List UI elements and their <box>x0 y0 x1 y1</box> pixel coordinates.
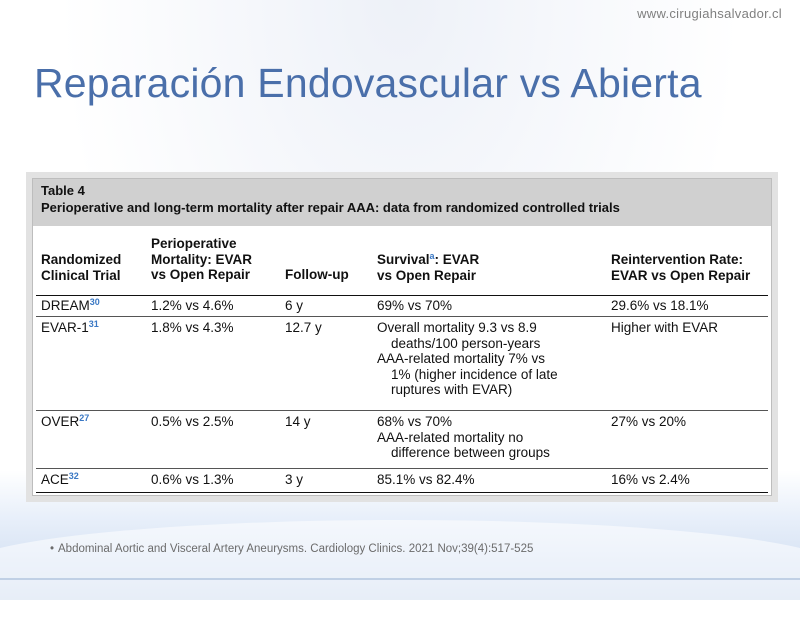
trial-name: ACE <box>41 472 69 487</box>
website-url: www.cirugiahsalvador.cl <box>637 6 782 21</box>
trial-name: EVAR-1 <box>41 320 89 335</box>
header-mortality: Perioperative Mortality: EVAR vs Open Re… <box>151 236 252 283</box>
survival-line: AAA-related mortality 7% vs <box>377 351 546 366</box>
header-survival-text-post: : EVAR <box>434 252 480 267</box>
survival-line: 1% (higher incidence of late <box>391 366 558 382</box>
cell-trial: OVER27 <box>41 414 89 430</box>
header-reintervention-line2: EVAR vs Open Repair <box>611 267 751 283</box>
survival-line: AAA-related mortality no <box>377 429 524 445</box>
slide-footer-wave <box>0 520 800 640</box>
header-survival-line1: Survivala: EVAR <box>377 252 479 268</box>
survival-line: difference between groups <box>391 445 550 460</box>
header-mortality-line2: Mortality: EVAR <box>151 251 253 267</box>
table-caption: Perioperative and long-term mortality af… <box>41 200 620 215</box>
trial-reference: 30 <box>89 297 100 307</box>
header-followup: Follow-up <box>285 267 349 283</box>
table-label: Table 4 <box>41 183 85 198</box>
cell-followup: 6 y <box>285 298 304 313</box>
cell-survival: Overall mortality 9.3 vs 8.9 deaths/100 … <box>377 320 558 398</box>
header-reintervention: Reintervention Rate: EVAR vs Open Repair <box>611 252 750 283</box>
slide-footer-line <box>0 578 800 580</box>
survival-line: deaths/100 person-years <box>391 335 541 351</box>
trial-reference: 31 <box>88 319 99 329</box>
survival-line: 68% vs 70% <box>377 414 453 429</box>
trial-name: OVER <box>41 414 80 429</box>
cell-mortality: 1.2% vs 4.6% <box>151 298 234 313</box>
data-table: Table 4 Perioperative and long-term mort… <box>32 178 772 496</box>
survival-line: Overall mortality 9.3 vs 8.9 <box>377 320 537 335</box>
cell-reintervention: 29.6% vs 18.1% <box>611 298 709 313</box>
cell-reintervention: 16% vs 2.4% <box>611 472 690 487</box>
trial-reference: 27 <box>79 413 90 423</box>
cell-mortality: 1.8% vs 4.3% <box>151 320 234 335</box>
cell-followup: 12.7 y <box>285 320 322 335</box>
trial-name: DREAM <box>41 298 90 313</box>
header-divider <box>36 295 768 296</box>
header-trial-line1: Randomized <box>41 252 122 267</box>
row-divider <box>36 468 768 469</box>
cell-mortality: 0.6% vs 1.3% <box>151 472 234 487</box>
survival-line: ruptures with EVAR) <box>391 382 513 397</box>
trial-reference: 32 <box>68 471 79 481</box>
cell-survival: 85.1% vs 82.4% <box>377 472 475 488</box>
header-survival: Survivala: EVAR vs Open Repair <box>377 252 479 283</box>
cell-reintervention: 27% vs 20% <box>611 414 687 429</box>
cell-trial: ACE32 <box>41 472 79 488</box>
cell-survival: 69% vs 70% <box>377 298 452 314</box>
cell-trial: EVAR-131 <box>41 320 99 336</box>
header-reintervention-line1: Reintervention Rate: <box>611 252 744 267</box>
cell-followup: 14 y <box>285 414 311 429</box>
header-followup-line1: Follow-up <box>285 267 349 282</box>
survival-line: 69% vs 70% <box>377 298 453 313</box>
survival-line: 85.1% vs 82.4% <box>377 472 475 487</box>
citation-text: Abdominal Aortic and Visceral Artery Ane… <box>58 543 534 555</box>
table-header-band: Table 4 Perioperative and long-term mort… <box>33 179 771 226</box>
row-divider <box>36 410 768 411</box>
header-survival-line2: vs Open Repair <box>377 267 477 283</box>
citation-bullet: • <box>50 543 55 555</box>
cell-followup: 3 y <box>285 472 304 487</box>
cell-reintervention: Higher with EVAR <box>611 320 719 335</box>
cell-trial: DREAM30 <box>41 298 100 314</box>
row-divider <box>36 316 768 317</box>
header-mortality-line1: Perioperative <box>151 236 237 251</box>
header-survival-footnote: a <box>429 251 435 261</box>
slide-title: Reparación Endovascular vs Abierta <box>34 60 702 106</box>
header-mortality-line3: vs Open Repair <box>151 267 251 282</box>
header-trial: Randomized Clinical Trial <box>41 252 121 283</box>
header-trial-line2: Clinical Trial <box>41 267 121 283</box>
table-bottom-rule <box>36 492 768 493</box>
cell-survival: 68% vs 70% AAA-related mortality no diff… <box>377 414 550 461</box>
header-survival-text: Survival <box>377 252 430 267</box>
cell-mortality: 0.5% vs 2.5% <box>151 414 234 429</box>
